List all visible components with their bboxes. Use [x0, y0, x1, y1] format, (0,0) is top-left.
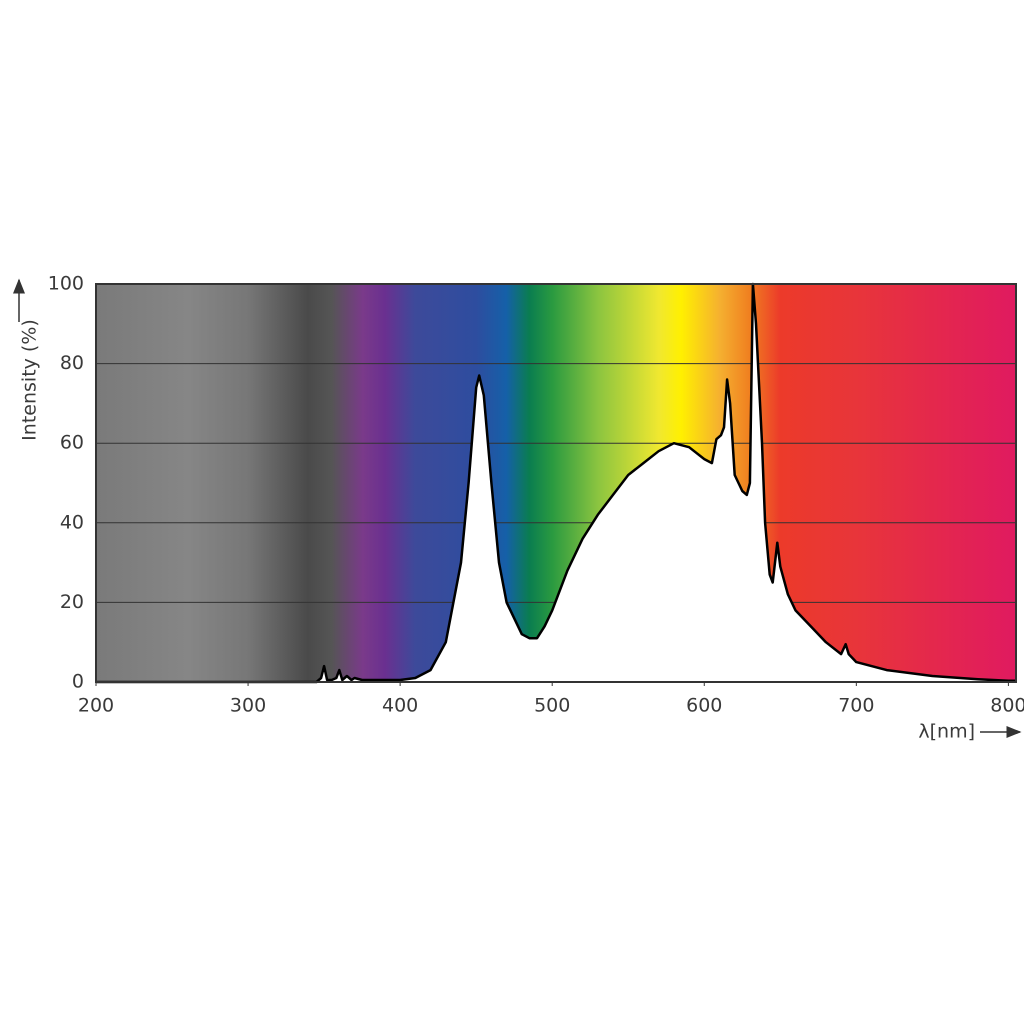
y-tick-label: 0: [72, 671, 84, 693]
y-tick-label: 80: [60, 352, 84, 374]
x-axis-label: λ[nm]: [918, 721, 975, 743]
y-tick-label: 20: [60, 591, 84, 613]
x-tick-label: 500: [534, 695, 570, 717]
y-axis-label: Intensity (%): [19, 319, 41, 441]
x-tick-label: 200: [78, 695, 114, 717]
x-tick-label: 400: [382, 695, 418, 717]
y-tick-label: 60: [60, 432, 84, 454]
y-tick-label: 100: [48, 273, 84, 295]
x-tick-label: 700: [838, 695, 874, 717]
y-tick-label: 40: [60, 511, 84, 533]
x-tick-label: 600: [686, 695, 722, 717]
x-tick-label: 300: [230, 695, 266, 717]
spectrum-line: [96, 282, 1016, 684]
plot-frame: [95, 283, 1017, 683]
x-tick-label: 800: [990, 695, 1024, 717]
